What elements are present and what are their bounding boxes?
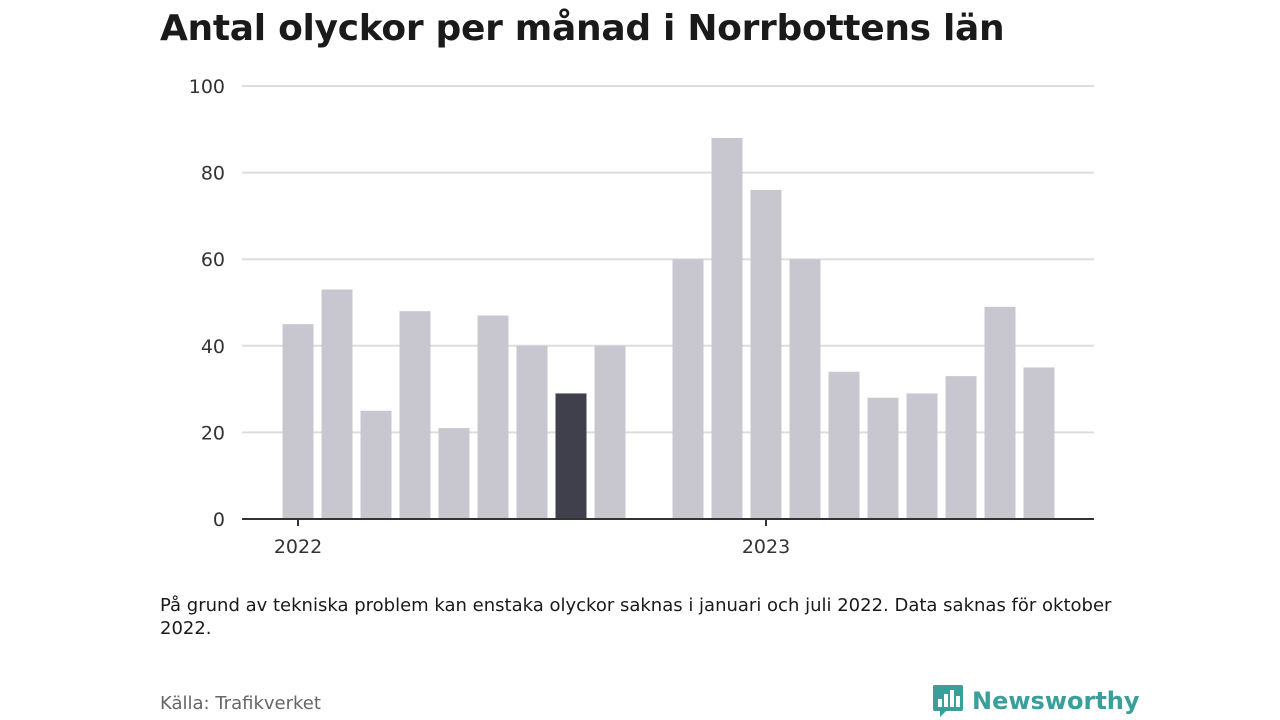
- newsworthy-logo-icon: [933, 685, 963, 717]
- y-tick-label-100: 100: [189, 76, 225, 98]
- bar-2023-08: [1023, 367, 1055, 519]
- y-tick-label-80: 80: [201, 163, 225, 185]
- bar-2022-07: [516, 345, 548, 519]
- brand-name: Newsworthy: [972, 687, 1140, 715]
- bar-2022-06: [477, 315, 509, 519]
- chart-title: Antal olyckor per månad i Norrbottens lä…: [160, 8, 1005, 49]
- bar-2023-07: [984, 306, 1016, 519]
- y-tick-label-20: 20: [201, 422, 225, 444]
- bar-chart: 0 20 40 60 80 100 2022 2023: [189, 76, 1094, 558]
- newsworthy-logo[interactable]: Newsworthy: [932, 684, 1140, 718]
- bar-2023-01: [750, 189, 782, 520]
- bar-2022-05: [438, 428, 470, 519]
- bar-2023-02: [789, 259, 821, 519]
- x-tick-label-2022: 2022: [274, 536, 322, 558]
- bar-2023-04: [867, 397, 899, 519]
- bar-2022-04: [399, 311, 431, 519]
- y-tick-label-60: 60: [201, 249, 225, 271]
- bar-2022-12: [711, 137, 743, 519]
- bar-2022-03: [360, 410, 392, 519]
- bar-2022-08: [555, 393, 587, 519]
- x-tick-label-2023: 2023: [742, 536, 790, 558]
- y-tick-label-0: 0: [213, 509, 225, 531]
- bar-2022-01: [282, 324, 314, 519]
- bar-2023-05: [906, 393, 938, 519]
- bar-2022-09: [594, 345, 626, 519]
- bar-2022-02: [321, 289, 353, 519]
- bar-2022-11: [672, 259, 704, 519]
- bar-2023-06: [945, 376, 977, 519]
- bar-2023-03: [828, 371, 860, 519]
- y-tick-label-40: 40: [201, 336, 225, 358]
- chart-note: På grund av tekniska problem kan enstaka…: [160, 595, 1112, 639]
- source-credit: Källa: Trafikverket: [160, 693, 321, 714]
